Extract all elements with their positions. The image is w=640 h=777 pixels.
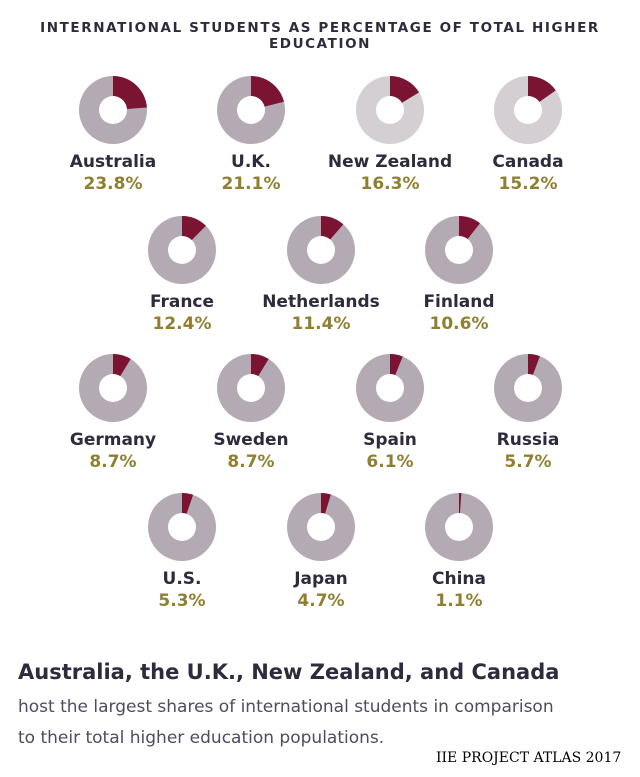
body-line-1: host the largest shares of international… — [18, 697, 554, 717]
donut-canada: Canada 15.2% — [458, 75, 598, 195]
percentage-label: 5.3% — [158, 591, 206, 611]
donut-australia: Australia 23.8% — [43, 75, 183, 195]
percentage-label: 10.6% — [429, 314, 489, 334]
donut-germany: Germany 8.7% — [43, 353, 183, 473]
donut-hole — [237, 374, 265, 402]
donut-chart — [494, 354, 562, 422]
percentage-label: 8.7% — [227, 452, 275, 472]
country-label: France — [149, 292, 215, 312]
donut-chart — [356, 354, 424, 422]
chart-title: INTERNATIONAL STUDENTS AS PERCENTAGE OF … — [40, 20, 600, 52]
donut-chart — [148, 216, 216, 284]
donut-hole — [99, 374, 127, 402]
country-label: Australia — [69, 152, 157, 172]
country-label: Sweden — [213, 430, 289, 450]
percentage-label: 21.1% — [221, 174, 281, 194]
donut-hole — [376, 96, 404, 124]
country-label: China — [432, 569, 486, 589]
donut-new-zealand: New Zealand 16.3% — [320, 75, 460, 195]
percentage-label: 5.7% — [504, 452, 552, 472]
percentage-label: 11.4% — [291, 314, 351, 334]
donut-hole — [168, 513, 196, 541]
donut-chart — [494, 76, 562, 144]
percentage-label: 23.8% — [83, 174, 143, 194]
donut-sweden: Sweden 8.7% — [181, 353, 321, 473]
country-label: Canada — [492, 152, 564, 172]
donut-hole — [376, 374, 404, 402]
country-label: Finland — [423, 292, 495, 312]
donut-netherlands: Netherlands 11.4% — [251, 215, 391, 335]
donut-japan: Japan 4.7% — [251, 492, 391, 612]
percentage-label: 6.1% — [366, 452, 414, 472]
donut-u-k: U.K. 21.1% — [181, 75, 321, 195]
donut-finland: Finland 10.6% — [389, 215, 529, 335]
donut-chart — [79, 76, 147, 144]
donut-hole — [99, 96, 127, 124]
donut-france: France 12.4% — [112, 215, 252, 335]
percentage-label: 16.3% — [360, 174, 420, 194]
donut-chart — [217, 76, 285, 144]
country-label: U.S. — [162, 569, 202, 589]
donut-chart — [425, 216, 493, 284]
donut-hole — [307, 513, 335, 541]
donut-u-s: U.S. 5.3% — [112, 492, 252, 612]
donut-hole — [445, 236, 473, 264]
donut-hole — [514, 96, 542, 124]
country-label: Germany — [69, 430, 157, 450]
percentage-label: 1.1% — [435, 591, 483, 611]
donut-chart — [287, 493, 355, 561]
body-line-2: to their total higher education populati… — [18, 728, 385, 748]
country-label: Netherlands — [262, 292, 380, 312]
country-label: U.K. — [231, 152, 271, 172]
percentage-label: 4.7% — [297, 591, 345, 611]
percentage-label: 15.2% — [498, 174, 558, 194]
donut-hole — [445, 513, 473, 541]
donut-chart — [287, 216, 355, 284]
percentage-label: 12.4% — [152, 314, 212, 334]
donut-russia: Russia 5.7% — [458, 353, 598, 473]
donut-china: China 1.1% — [389, 492, 529, 612]
donut-hole — [168, 236, 196, 264]
donut-chart — [79, 354, 147, 422]
donut-hole — [237, 96, 265, 124]
percentage-label: 8.7% — [89, 452, 137, 472]
donut-hole — [307, 236, 335, 264]
country-label: New Zealand — [327, 152, 453, 172]
country-label: Spain — [363, 430, 417, 450]
source-credit: IIE PROJECT ATLAS 2017 — [436, 750, 622, 766]
donut-hole — [514, 374, 542, 402]
donut-chart — [148, 493, 216, 561]
donut-spain: Spain 6.1% — [320, 353, 460, 473]
donut-chart — [425, 493, 493, 561]
country-label: Japan — [294, 569, 348, 589]
donut-chart — [217, 354, 285, 422]
country-label: Russia — [496, 430, 560, 450]
donut-chart — [356, 76, 424, 144]
headline: Australia, the U.K., New Zealand, and Ca… — [18, 660, 560, 684]
